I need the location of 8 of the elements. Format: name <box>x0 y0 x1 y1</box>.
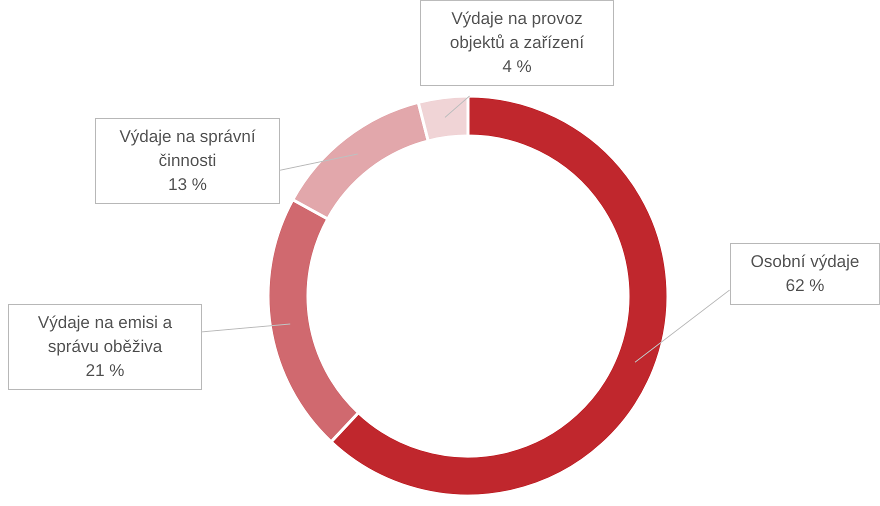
slice-label: Osobní výdaje <box>750 251 860 273</box>
data-label: 4 % <box>501 56 533 78</box>
data-label: 13 % <box>167 174 208 196</box>
data-label: 21 % <box>84 360 126 382</box>
slice-label: Výdaje na emisi a správu oběživa <box>36 312 174 358</box>
data-label: 62 % <box>784 275 826 297</box>
slice-label: Výdaje na správní činnosti <box>118 126 257 172</box>
slice-label: Výdaje na provoz objektů a zařízení <box>448 8 586 54</box>
